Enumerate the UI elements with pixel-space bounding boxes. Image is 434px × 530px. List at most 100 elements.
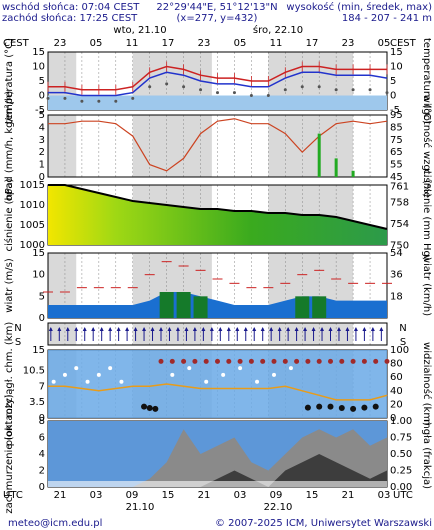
footer-copyright: © 2007-2025 ICM, Uniwersytet Warszawski	[215, 518, 432, 529]
pressure-ytick: 1000	[20, 240, 45, 251]
precipitation-panel-night-band	[48, 115, 77, 177]
wind-direction-arrowhead	[167, 327, 172, 331]
wind-direction-arrowhead	[192, 327, 197, 331]
cloudbase-ytick: 3.5	[29, 397, 45, 408]
fog-ytick: 0.25	[390, 466, 412, 477]
fog-ytick: 0.75	[390, 433, 412, 444]
cloud-base-marker	[304, 404, 311, 411]
cloud-top-marker	[316, 358, 322, 364]
top-hour-tick: 05	[90, 38, 103, 49]
pressure-ytick-right: 754	[390, 219, 409, 230]
wind-direction-panel-frame	[47, 322, 388, 346]
dewpoint-point	[80, 99, 84, 103]
cloud-top-marker	[260, 358, 266, 364]
dewpoint-point	[114, 99, 118, 103]
wind-direction-arrowhead	[150, 327, 155, 331]
wind-ylabel-right: wiatr (km/h)	[421, 255, 432, 316]
pressure-ylabel-right: ciśnienie (mm Hg)	[421, 169, 433, 261]
cloud-layer-marker	[51, 379, 56, 384]
cloud-top-marker	[158, 358, 164, 364]
cloud-layer-marker	[255, 379, 260, 384]
cloud-top-marker	[361, 358, 367, 364]
temperature-ytick-right: -5	[390, 105, 400, 116]
cloudcover-ytick: 8	[39, 416, 45, 427]
dewpoint-point	[148, 85, 152, 89]
footer-email[interactable]: meteo@icm.edu.pl	[8, 518, 102, 529]
cloud-top-marker	[328, 358, 333, 364]
pressure-ytick-right: 750	[390, 240, 409, 251]
wind-direction-arrowhead	[116, 327, 121, 331]
top-hour-tick: 23	[198, 38, 211, 49]
cloud-top-marker	[350, 358, 356, 364]
humidity-ytick: 85	[390, 122, 403, 133]
compass-s-left: S	[15, 337, 21, 348]
cloud-base-marker	[146, 405, 153, 412]
visibility-ytick: 80	[390, 359, 403, 370]
wind-direction-arrowhead	[252, 327, 257, 331]
cloud-top-marker	[203, 358, 209, 364]
cloudbase-ytick: 7	[39, 381, 45, 392]
cloud-top-marker	[226, 358, 232, 364]
day1-label: wto, 21.10	[113, 25, 166, 36]
cloud-top-marker	[237, 358, 243, 364]
temperature-ytick: 15	[32, 47, 45, 58]
grid-text: (x=277, y=432)	[177, 13, 258, 24]
dewpoint-point	[385, 91, 389, 95]
wind-direction-arrowhead	[142, 327, 147, 331]
wind-strong-area	[312, 296, 327, 318]
dewpoint-point	[334, 88, 338, 92]
fog-band	[48, 481, 387, 487]
top-hour-labels: 23 05 11 17 23 05 11 17 23 05	[54, 38, 391, 49]
bottom-hour-tick: 21	[198, 490, 211, 501]
wind-direction-arrowhead	[133, 327, 138, 331]
top-hour-tick: 23	[342, 38, 355, 49]
precipitation-bar	[351, 170, 355, 177]
temperature-ytick: -5	[35, 105, 45, 116]
pressure-ytick: 1010	[20, 200, 45, 211]
cloudbase-ytick: 15	[32, 345, 45, 356]
wind-direction-arrowhead	[226, 327, 231, 331]
cloudcover-ytick: 6	[39, 433, 45, 444]
cloud-layer-marker	[85, 379, 90, 384]
dewpoint-point	[351, 88, 355, 92]
bottom-hour-tick: 09	[270, 490, 283, 501]
bottom-hour-tick: 03	[378, 490, 391, 501]
bottom-hour-tick: 21	[54, 490, 67, 501]
cloud-base-marker	[350, 405, 357, 412]
cloud-top-marker	[305, 358, 311, 364]
cloud-top-marker	[339, 358, 345, 364]
top-hour-tick: 05	[234, 38, 247, 49]
wind-direction-arrowhead	[303, 327, 308, 331]
temperature-ytick: 0	[39, 91, 45, 102]
precipitation-ytick: 2	[39, 147, 45, 158]
fog-ytick: 1.00	[390, 416, 412, 427]
cloud-top-marker	[248, 358, 254, 364]
dewpoint-point	[63, 96, 67, 100]
wind-direction-arrowhead	[362, 327, 367, 331]
bottom-hour-tick: 03	[90, 490, 103, 501]
top-hour-tick: 23	[54, 38, 67, 49]
wind-direction-arrowhead	[57, 327, 62, 331]
compass-n-right: N	[399, 323, 406, 334]
wind-direction-arrowhead	[260, 327, 265, 331]
temperature-ytick-right: 10	[390, 62, 403, 73]
wind-strong-area	[176, 292, 191, 318]
fog-ytick: 0.00	[390, 482, 412, 493]
wind-ytick-right: 18	[390, 291, 403, 302]
dewpoint-point	[249, 94, 253, 97]
top-hour-tick: 11	[126, 38, 139, 49]
compass-s-right: S	[400, 337, 406, 348]
pressure-ylabel: ciśnienie (hPa)	[3, 178, 15, 251]
dewpoint-point	[300, 85, 304, 89]
wind-strong-area	[159, 292, 174, 318]
wind-direction-arrowhead	[65, 327, 70, 331]
dewpoint-point	[283, 88, 287, 92]
dewpoint-point	[46, 96, 50, 100]
pressure-area	[48, 185, 387, 245]
visibility-ytick: 20	[390, 399, 403, 410]
temperature-ylabel: temperatura (°C)	[4, 38, 15, 124]
cloud-top-marker	[373, 358, 379, 364]
